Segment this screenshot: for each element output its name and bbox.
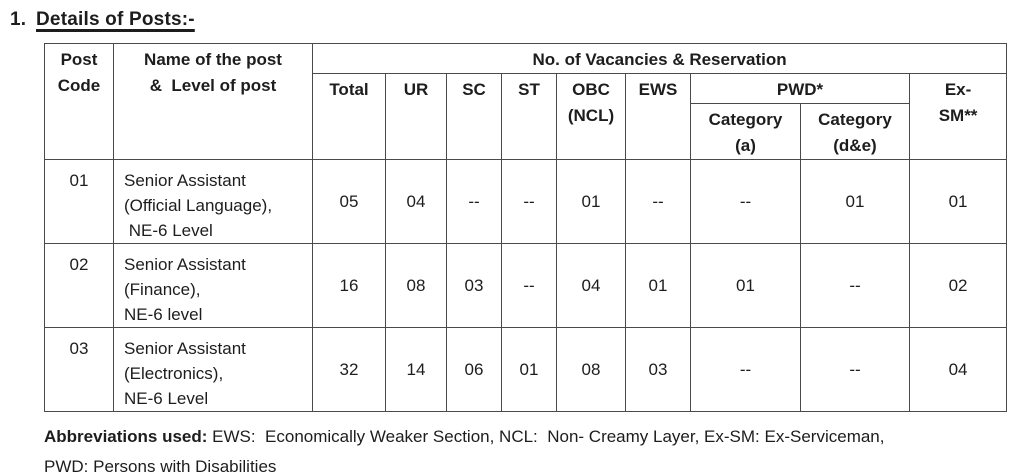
post-name-cell: Senior Assistant (Electronics), NE-6 Lev… <box>113 327 313 412</box>
post-name-cell: Senior Assistant (Official Language), NE… <box>113 159 313 244</box>
abbreviations-text: EWS: Economically Weaker Section, NCL: N… <box>44 427 885 476</box>
ur-cell: 08 <box>385 243 447 328</box>
pwd-category-a-cell: 01 <box>690 243 801 328</box>
sc-cell: -- <box>446 159 502 244</box>
st-cell: -- <box>501 159 557 244</box>
header-ur: UR <box>385 73 447 160</box>
obc-cell: 01 <box>556 159 626 244</box>
header-pwd-category-de: Category (d&e) <box>800 103 910 160</box>
obc-cell: 04 <box>556 243 626 328</box>
header-ex-sm: Ex- SM** <box>908 73 1008 160</box>
total-cell: 16 <box>312 243 386 328</box>
header-vacancies-group: No. of Vacancies & Reservation <box>311 43 1008 74</box>
post-code-cell: 01 <box>44 159 114 244</box>
total-cell: 32 <box>312 327 386 412</box>
table-row-post-02: 02 Senior Assistant (Finance), NE-6 leve… <box>44 243 1008 328</box>
section-heading: 1. Details of Posts:- <box>0 0 1024 31</box>
table-row-post-03: 03 Senior Assistant (Electronics), NE-6 … <box>44 327 1008 412</box>
st-cell: 01 <box>501 327 557 412</box>
header-st: ST <box>501 73 557 160</box>
st-cell: -- <box>501 243 557 328</box>
ex-sm-cell: 02 <box>908 243 1008 328</box>
abbreviations-note: Abbreviations used: EWS: Economically We… <box>44 422 1009 476</box>
total-cell: 05 <box>312 159 386 244</box>
table-row-post-01: 01 Senior Assistant (Official Language),… <box>44 159 1008 244</box>
post-name-cell: Senior Assistant (Finance), NE-6 level <box>113 243 313 328</box>
ex-sm-cell: 04 <box>908 327 1008 412</box>
vacancy-table: Post Code Name of the post & Level of po… <box>44 43 1008 412</box>
header-sc: SC <box>446 73 502 160</box>
post-code-cell: 03 <box>44 327 114 412</box>
ews-cell: 01 <box>625 243 691 328</box>
pwd-category-a-cell: -- <box>690 159 801 244</box>
header-post-code: Post Code <box>44 43 114 160</box>
ur-cell: 04 <box>385 159 447 244</box>
header-ews: EWS <box>625 73 691 160</box>
header-pwd-category-a: Category (a) <box>690 103 801 160</box>
ex-sm-cell: 01 <box>908 159 1008 244</box>
obc-cell: 08 <box>556 327 626 412</box>
ur-cell: 14 <box>385 327 447 412</box>
header-post-name: Name of the post & Level of post <box>113 43 313 160</box>
header-obc-ncl: OBC (NCL) <box>556 73 626 160</box>
pwd-category-de-cell: -- <box>800 327 910 412</box>
ews-cell: -- <box>625 159 691 244</box>
pwd-category-a-cell: -- <box>690 327 801 412</box>
header-pwd: PWD* <box>690 73 910 104</box>
pwd-category-de-cell: -- <box>800 243 910 328</box>
sc-cell: 03 <box>446 243 502 328</box>
header-total: Total <box>312 73 386 160</box>
abbreviations-label: Abbreviations used: <box>44 427 208 446</box>
pwd-category-de-cell: 01 <box>800 159 910 244</box>
section-number: 1. <box>10 9 27 30</box>
section-title: Details of Posts:- <box>36 9 195 30</box>
post-code-cell: 02 <box>44 243 114 328</box>
ews-cell: 03 <box>625 327 691 412</box>
sc-cell: 06 <box>446 327 502 412</box>
